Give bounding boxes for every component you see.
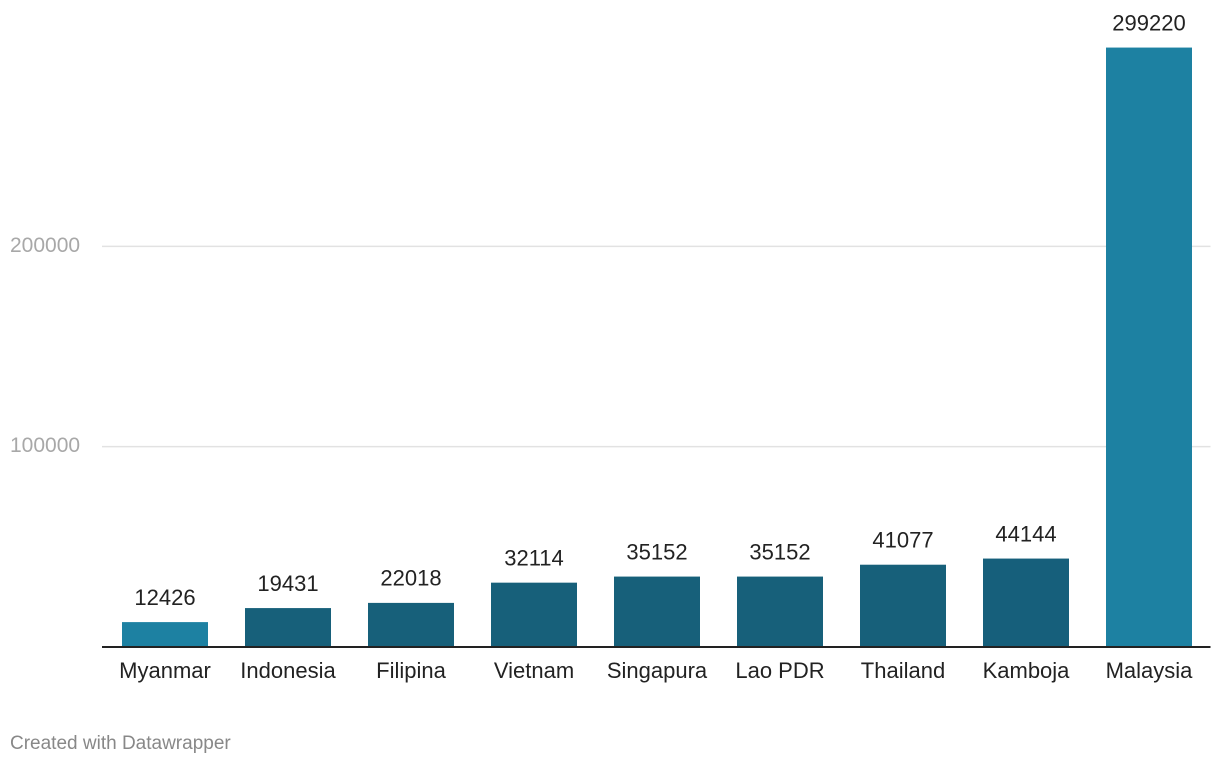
value-label: 35152 bbox=[749, 539, 810, 564]
value-label: 22018 bbox=[380, 566, 441, 591]
bar bbox=[614, 576, 700, 647]
bar bbox=[737, 576, 823, 647]
x-tick-label: Kamboja bbox=[983, 658, 1071, 683]
value-label: 41077 bbox=[872, 528, 933, 553]
value-label: 299220 bbox=[1112, 10, 1185, 35]
x-tick-label: Malaysia bbox=[1106, 658, 1194, 683]
value-label: 19431 bbox=[257, 571, 318, 596]
x-tick-label: Indonesia bbox=[240, 658, 336, 683]
x-tick-label: Lao PDR bbox=[735, 658, 824, 683]
x-tick-label: Filipina bbox=[376, 658, 446, 683]
x-tick-label: Vietnam bbox=[494, 658, 574, 683]
value-label: 35152 bbox=[626, 539, 687, 564]
x-tick-label: Myanmar bbox=[119, 658, 211, 683]
y-tick-label: 200000 bbox=[10, 234, 80, 257]
value-label: 12426 bbox=[134, 585, 195, 610]
bar bbox=[245, 608, 331, 647]
x-tick-label: Singapura bbox=[607, 658, 708, 683]
bar bbox=[122, 622, 208, 647]
bar bbox=[983, 558, 1069, 647]
bar bbox=[491, 582, 577, 647]
footer: Created with Datawrapper bbox=[10, 733, 231, 754]
x-tick-label: Thailand bbox=[861, 658, 945, 683]
value-label: 44144 bbox=[995, 521, 1056, 546]
bar bbox=[1106, 47, 1192, 647]
bar bbox=[860, 564, 946, 647]
y-tick-label: 100000 bbox=[10, 434, 80, 457]
bar bbox=[368, 602, 454, 647]
value-label: 32114 bbox=[504, 545, 564, 570]
